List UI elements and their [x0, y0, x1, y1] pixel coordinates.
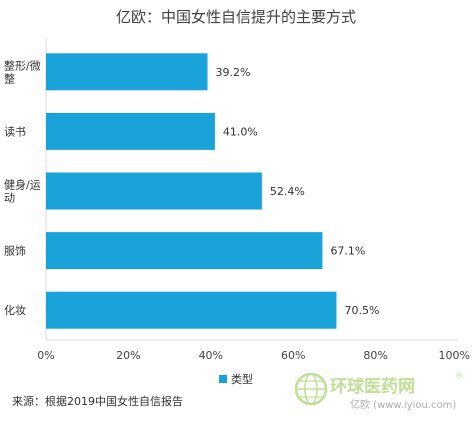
bar	[46, 232, 323, 270]
watermark-brand: 环球医药网	[330, 376, 415, 397]
x-tick-label: 0%	[37, 349, 54, 362]
watermark-url: 亿欧 (www.iyiou.com)	[350, 398, 456, 411]
legend-label: 类型	[231, 372, 253, 386]
x-tick-label: 60%	[281, 349, 305, 362]
bar	[46, 53, 208, 91]
category-label: 服饰	[4, 244, 26, 258]
x-tick-label: 100%	[439, 349, 470, 362]
bar-series: 39.2% 41.0% 52.4% 67.1% 70.5%	[46, 53, 379, 329]
bar-value-label: 67.1%	[330, 245, 365, 258]
watermark-registered-icon: ®	[455, 371, 463, 380]
bar-value-label: 52.4%	[270, 185, 305, 198]
category-label: 读书	[4, 124, 26, 138]
x-tick-labels: 0% 20% 40% 60% 80% 100%	[37, 349, 470, 362]
bar	[46, 112, 215, 150]
bar	[46, 291, 337, 329]
legend-swatch	[219, 375, 227, 383]
category-label: 化妆	[4, 303, 26, 317]
watermark: 环球医药网 ® 亿欧 (www.iyiou.com)	[294, 371, 463, 411]
bar-value-label: 39.2%	[216, 66, 251, 79]
bar	[46, 172, 262, 210]
source-note: 来源：根据2019中国女性自信报告	[12, 394, 183, 408]
x-tick-label: 40%	[199, 349, 223, 362]
bar-value-label: 41.0%	[223, 125, 258, 138]
category-label: 整形/微整	[4, 58, 41, 85]
x-tick-label: 80%	[363, 349, 387, 362]
x-tick-label: 20%	[116, 349, 140, 362]
legend: 类型	[219, 372, 253, 386]
watermark-logo: 环球医药网 ®	[294, 371, 463, 406]
bar-value-label: 70.5%	[344, 304, 379, 317]
chart-title: 亿欧：中国女性自信提升的主要方式	[116, 8, 356, 26]
category-label: 健身/运动	[4, 178, 41, 205]
